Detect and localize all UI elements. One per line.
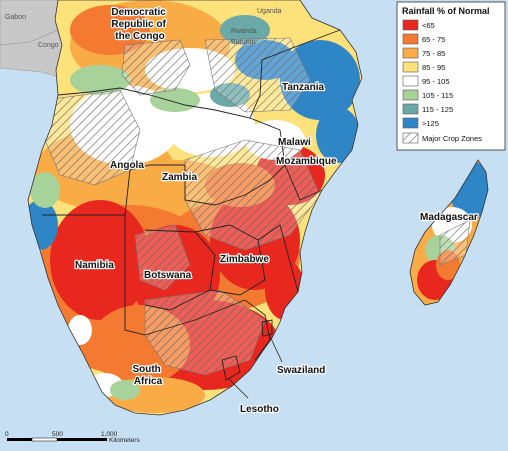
label-burundi: Burundi [231,39,256,46]
label-gabon: Gabon [5,14,26,21]
label-uganda: Uganda [257,8,282,15]
label-south-africa: South Africa [132,364,163,387]
label-drc-line-2: Republic of [111,19,166,30]
scale-tick-1000: 1,000 [101,431,118,438]
legend-swatch [402,89,419,101]
legend-swatch [402,19,419,31]
legend-label: <65 [422,21,435,30]
label-south-africa-line-1: South [132,364,160,375]
scale-bar: 0 500 1,000 Kilometers [5,431,140,444]
label-mozambique: Mozambique [276,156,337,167]
label-congo: Congo [38,42,59,49]
label-rwanda: Rwanda [231,28,257,35]
madagascar-coastline [409,159,489,306]
legend-label: 75 - 85 [422,49,445,58]
crop-zone-south [144,289,266,376]
legend-crop-zones-label: Major Crop Zones [422,134,482,143]
label-botswana: Botswana [144,270,192,281]
legend-swatch [402,47,419,59]
legend-title: Rainfall % of Normal [402,6,490,16]
label-tanzania: Tanzania [282,82,324,93]
crop-zone-tanzania [204,37,311,113]
label-lesotho: Lesotho [240,404,279,415]
label-south-africa-line-2: Africa [134,376,163,387]
label-namibia: Namibia [75,260,114,271]
swaziland-leader-line [267,331,283,363]
country-borders [42,29,341,381]
legend-label: 95 - 105 [422,77,450,86]
legend-swatch [402,33,419,45]
crop-zone-angola [44,89,141,186]
legend-swatch [402,75,419,87]
label-drc: Democratic Republic of the Congo [111,7,168,42]
legend-swatch [402,117,419,129]
scale-tick-500: 500 [52,431,63,438]
africa-coastline [27,0,363,416]
legend-label: 105 - 115 [422,91,453,100]
crop-zone-north [121,39,191,96]
legend-swatch [402,103,419,115]
scale-tick-0: 0 [5,431,9,438]
legend-label: 115 - 125 [422,105,453,114]
legend-label: 65 - 75 [422,35,445,44]
label-swaziland: Swaziland [277,365,325,376]
label-zambia: Zambia [162,172,197,183]
lesotho-leader-line [227,377,249,399]
label-angola: Angola [110,160,144,171]
label-madagascar: Madagascar [420,212,478,223]
legend-crop-zones-swatch [402,132,419,144]
label-zimbabwe: Zimbabwe [220,254,269,265]
label-drc-line-3: the Congo [115,31,164,42]
legend-label: >125 [422,119,439,128]
legend-items: <65 65 - 75 75 - 85 85 - 95 95 - 105 105 - 11… [402,19,453,129]
legend-swatch [402,61,419,73]
label-drc-line-1: Democratic [111,7,166,18]
legend: Rainfall % of Normal <65 65 - 75 75 - 85 85… [396,1,506,151]
legend-label: 85 - 95 [422,63,445,72]
scale-unit: Kilometers [109,437,140,444]
label-malawi: Malawi [278,137,311,148]
crop-zone-botswana [134,224,191,291]
